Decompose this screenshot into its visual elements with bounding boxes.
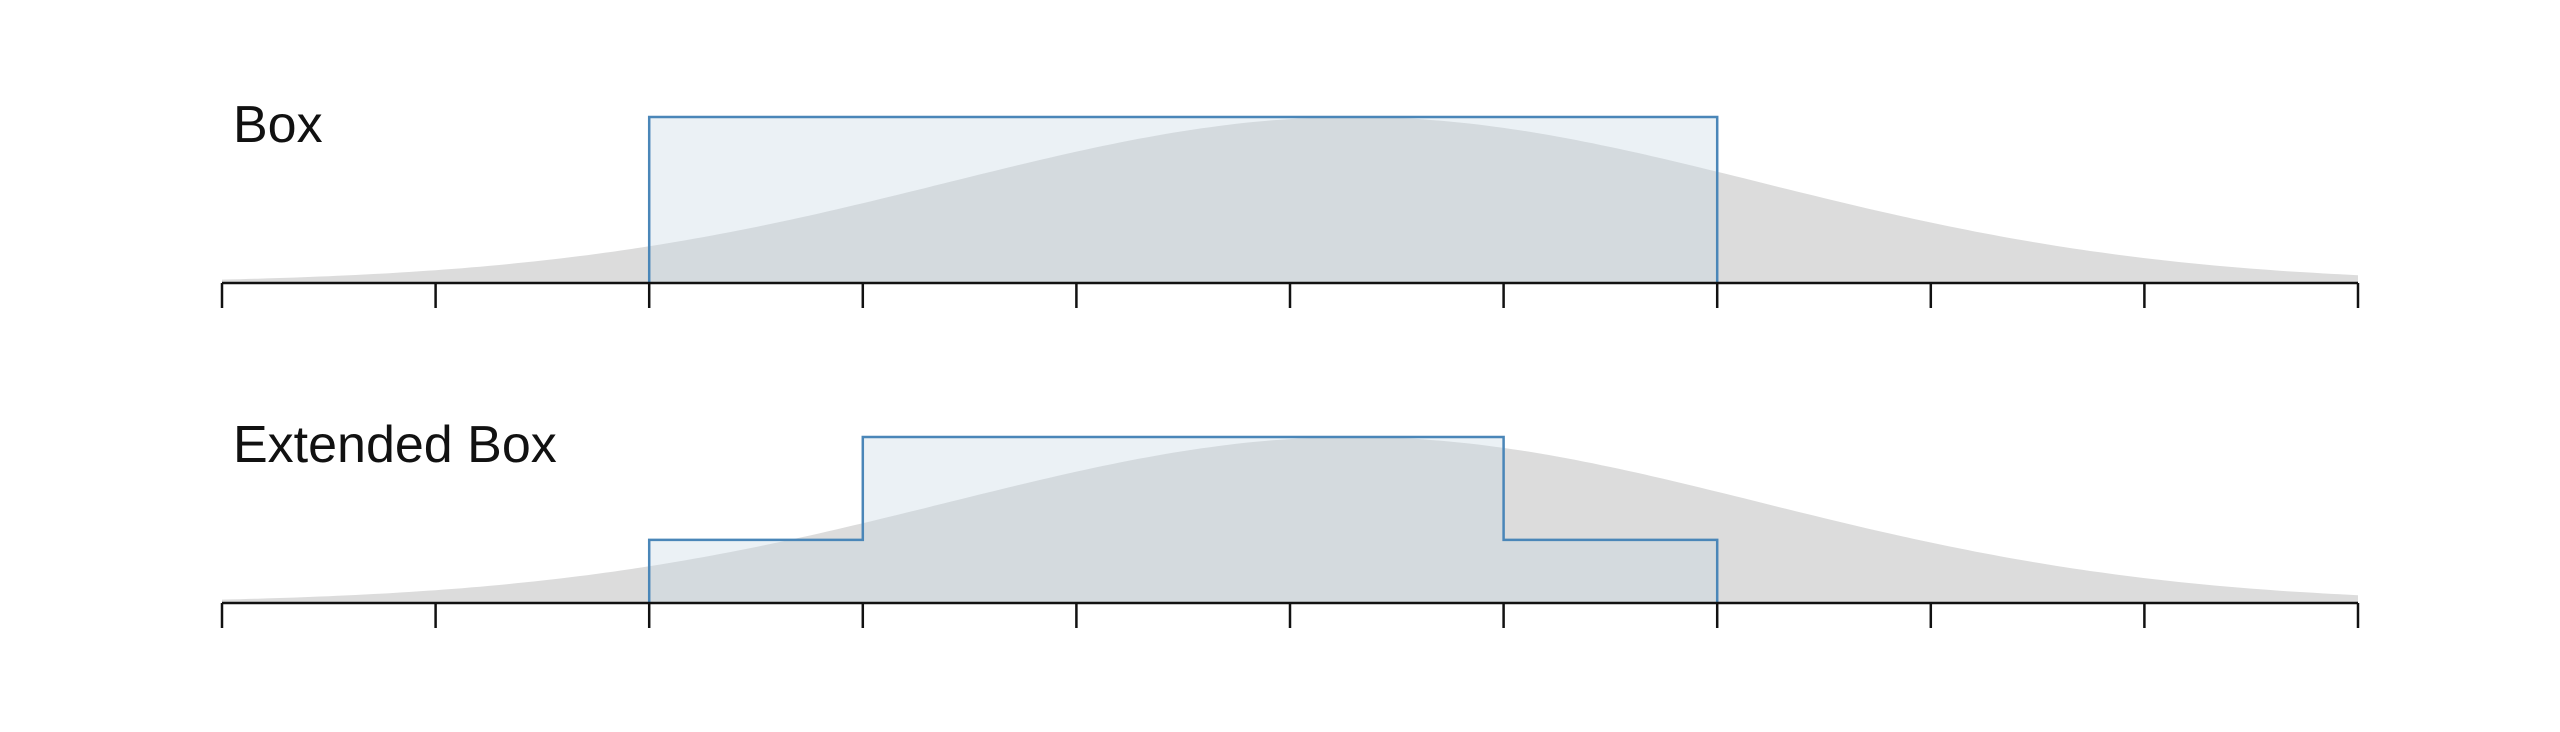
kernel-step-1	[862, 437, 1504, 603]
box-panel: Box	[220, 96, 2360, 308]
kernel-step-2	[1503, 539, 1718, 603]
panel-title-extended-box: Extended Box	[233, 416, 557, 474]
kernel-step-0	[649, 117, 1718, 283]
kernel-outline	[647, 115, 1719, 283]
kernel-outline	[647, 435, 1719, 603]
distribution-curve	[222, 117, 2358, 283]
kernel-step-0	[649, 539, 863, 603]
distribution-curve	[222, 437, 2358, 603]
extended-box-panel: Extended Box	[220, 416, 2360, 628]
panel-title-box: Box	[233, 96, 323, 154]
